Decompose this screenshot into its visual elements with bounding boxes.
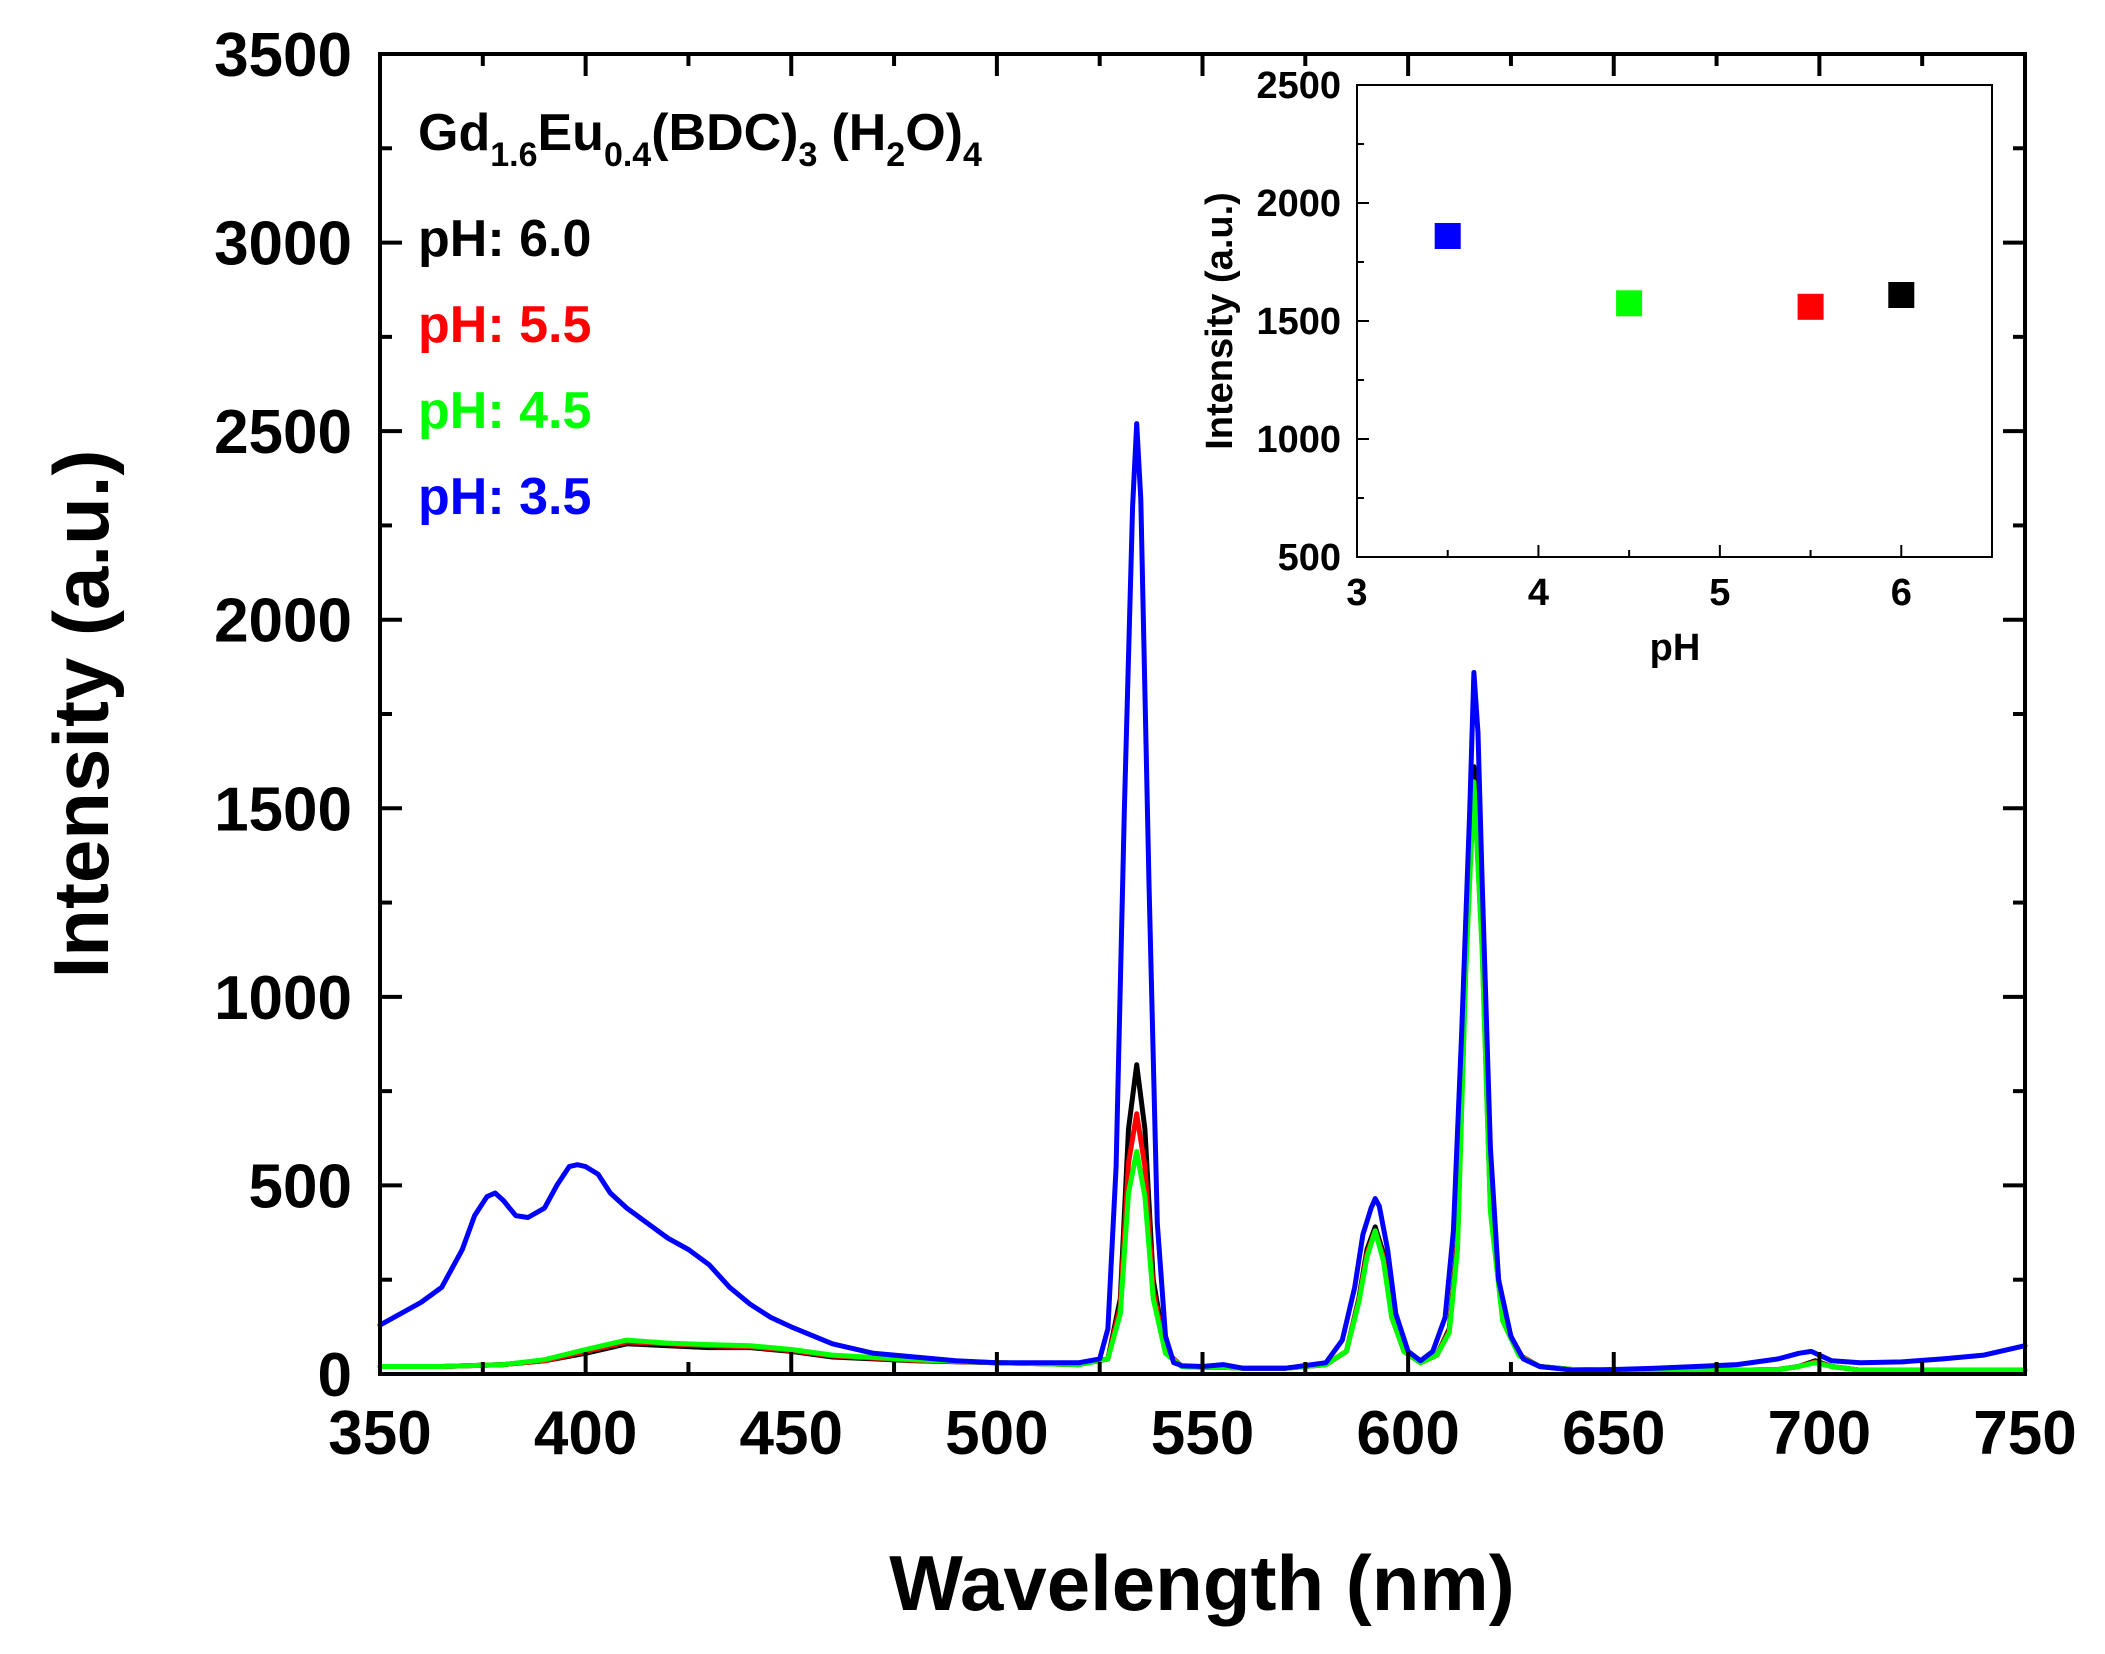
- legend-entry-ph-5-5: pH: 5.5: [418, 296, 591, 354]
- inset-x-tick-label: 4: [1528, 572, 1549, 614]
- main-x-tick-label: 700: [1768, 1399, 1871, 1468]
- main-x-tick-label: 500: [945, 1399, 1048, 1468]
- inset-x-tick-label: 3: [1346, 572, 1367, 614]
- inset-y-tick-label: 2500: [1256, 65, 1341, 107]
- formula-gd-sub: 1.6: [490, 136, 537, 174]
- main-y-tick-label: 1000: [214, 964, 352, 1033]
- main-plot: 350 400 450 500 550 600 650 700 750 0 500 1000 1500 2…: [37, 21, 2077, 1627]
- main-y-tick-label: 500: [249, 1152, 352, 1221]
- inset-point-ph-4-5: [1616, 290, 1643, 317]
- formula-eu-sub: 0.4: [604, 136, 651, 174]
- formula-gd: Gd: [418, 104, 490, 162]
- inset-x-axis-label: pH: [1650, 627, 1701, 669]
- main-x-tick-label: 750: [1973, 1399, 2076, 1468]
- main-ticks-group: 350 400 450 500 550 600 650 700 750 0 500 1000 1500 2…: [214, 21, 2077, 1468]
- main-y-tick-label: 3500: [214, 21, 352, 90]
- formula-h-sub: 2: [886, 136, 905, 174]
- formula-h: (H: [831, 104, 886, 162]
- main-y-tick-label: 2000: [214, 587, 352, 656]
- inset-point-ph-6: [1888, 282, 1915, 308]
- inset-y-tick-label: 500: [1278, 537, 1341, 579]
- inset-y-tick-label: 1000: [1256, 419, 1341, 461]
- formula-bdc-sub: 3: [799, 136, 818, 174]
- main-y-tick-label: 0: [318, 1341, 352, 1410]
- main-y-axis-label: Intensity (a.u.): [37, 450, 125, 979]
- main-x-tick-label: 650: [1562, 1399, 1665, 1468]
- inset-plot-frame: [1356, 84, 1993, 558]
- main-y-tick-label: 3000: [214, 210, 352, 279]
- sample-formula-label: Gd1.6Eu0.4(BDC)3 (H2O)4: [418, 104, 982, 174]
- main-x-tick-label: 600: [1356, 1399, 1459, 1468]
- inset-point-ph-5-5: [1797, 293, 1824, 320]
- inset-y-tick-label: 2000: [1256, 183, 1341, 225]
- inset-plot: 3 4 5 6 500 1000 1500 2000 2500 pH Intensity (a.…: [1199, 65, 1993, 669]
- inset-x-tick-label: 5: [1709, 572, 1730, 614]
- legend-entry-ph-4-5: pH: 4.5: [418, 382, 591, 440]
- formula-o: O): [905, 104, 963, 162]
- main-x-axis-label: Wavelength (nm): [889, 1539, 1514, 1627]
- formula-bdc: (BDC): [651, 104, 798, 162]
- main-x-tick-label: 450: [740, 1399, 843, 1468]
- inset-points-group: [1434, 223, 1915, 320]
- main-y-tick-label: 2500: [214, 398, 352, 467]
- main-y-tick-label: 1500: [214, 775, 352, 844]
- legend-entry-ph-3-5: pH: 3.5: [418, 468, 591, 526]
- inset-ticks-group: 3 4 5 6 500 1000 1500 2000 2500: [1256, 65, 1911, 614]
- spectrum-line-ph-35: [377, 421, 2028, 1373]
- inset-y-tick-label: 1500: [1256, 301, 1341, 343]
- main-series-group: [377, 421, 2028, 1373]
- formula-o-sub: 4: [963, 136, 982, 174]
- inset-point-ph-3-5: [1434, 223, 1461, 249]
- formula-eu: Eu: [537, 104, 603, 162]
- main-x-tick-label: 400: [534, 1399, 637, 1468]
- inset-y-axis-label: Intensity (a.u.): [1199, 192, 1241, 450]
- legend-entry-ph-6-0: pH: 6.0: [418, 210, 591, 268]
- main-x-tick-label: 350: [328, 1399, 431, 1468]
- main-x-tick-label: 550: [1151, 1399, 1254, 1468]
- inset-x-tick-label: 6: [1891, 572, 1912, 614]
